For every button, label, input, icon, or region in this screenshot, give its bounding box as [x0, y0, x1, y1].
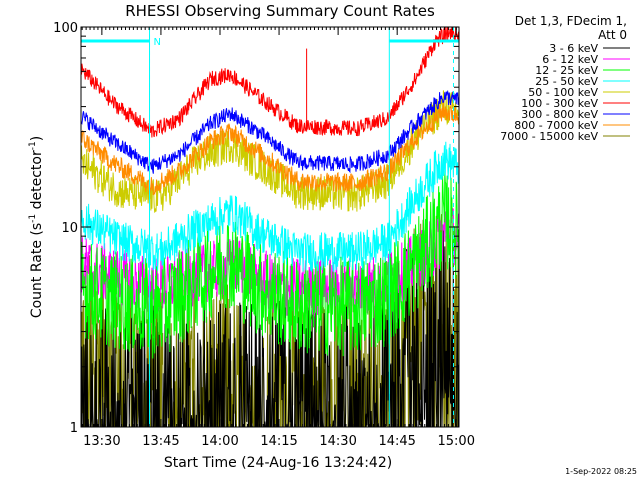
x-tick-label: 14:45 — [378, 434, 415, 449]
series-line-6 — [81, 89, 459, 174]
x-tick-label: 14:30 — [319, 434, 356, 449]
x-tick-label: 14:00 — [201, 434, 238, 449]
legend-entry-label: 300 - 800 keV — [521, 108, 598, 121]
legend-entry-label: 25 - 50 keV — [535, 75, 598, 88]
x-axis-label: Start Time (24-Aug-16 13:24:42) — [164, 455, 392, 471]
plot-frame — [80, 26, 460, 428]
series-line-5 — [81, 27, 459, 138]
footer-date: 1-Sep-2022 08:25 — [565, 467, 637, 476]
legend-header-line-2: Att 0 — [598, 28, 627, 42]
y-tick-label: 1 — [70, 421, 78, 436]
x-tick-label: 14:15 — [260, 434, 297, 449]
y-tick-label: 100 — [53, 21, 78, 36]
plot-area: N — [80, 27, 460, 427]
legend-entry-label: 7000 - 15000 keV — [500, 130, 598, 143]
chart-title: RHESSI Observing Summary Count Rates — [125, 2, 435, 20]
series-line-7 — [81, 101, 459, 196]
legend-entry-label: 50 - 100 keV — [528, 86, 598, 99]
y-axis-label: Count Rate (s-1 detector-1) — [28, 136, 45, 318]
legend-entry-label: 6 - 12 keV — [542, 53, 598, 66]
legend-entry-label: 800 - 7000 keV — [514, 119, 598, 132]
attenuator-label: N — [154, 37, 161, 48]
legend-entry-label: 3 - 6 keV — [549, 42, 598, 55]
x-tick-label: 13:30 — [83, 434, 120, 449]
series-line-2 — [81, 171, 459, 359]
x-tick-label: 13:45 — [142, 434, 179, 449]
series-line-0 — [81, 229, 459, 427]
series-line-3 — [81, 141, 459, 272]
legend-entry-label: 100 - 300 keV — [521, 97, 598, 110]
legend-entry-label: 12 - 25 keV — [535, 64, 598, 77]
y-tick-label: 10 — [61, 221, 78, 236]
legend-header-line-1: Det 1,3, FDecim 1, — [515, 14, 627, 28]
x-tick-label: 15:00 — [438, 434, 475, 449]
